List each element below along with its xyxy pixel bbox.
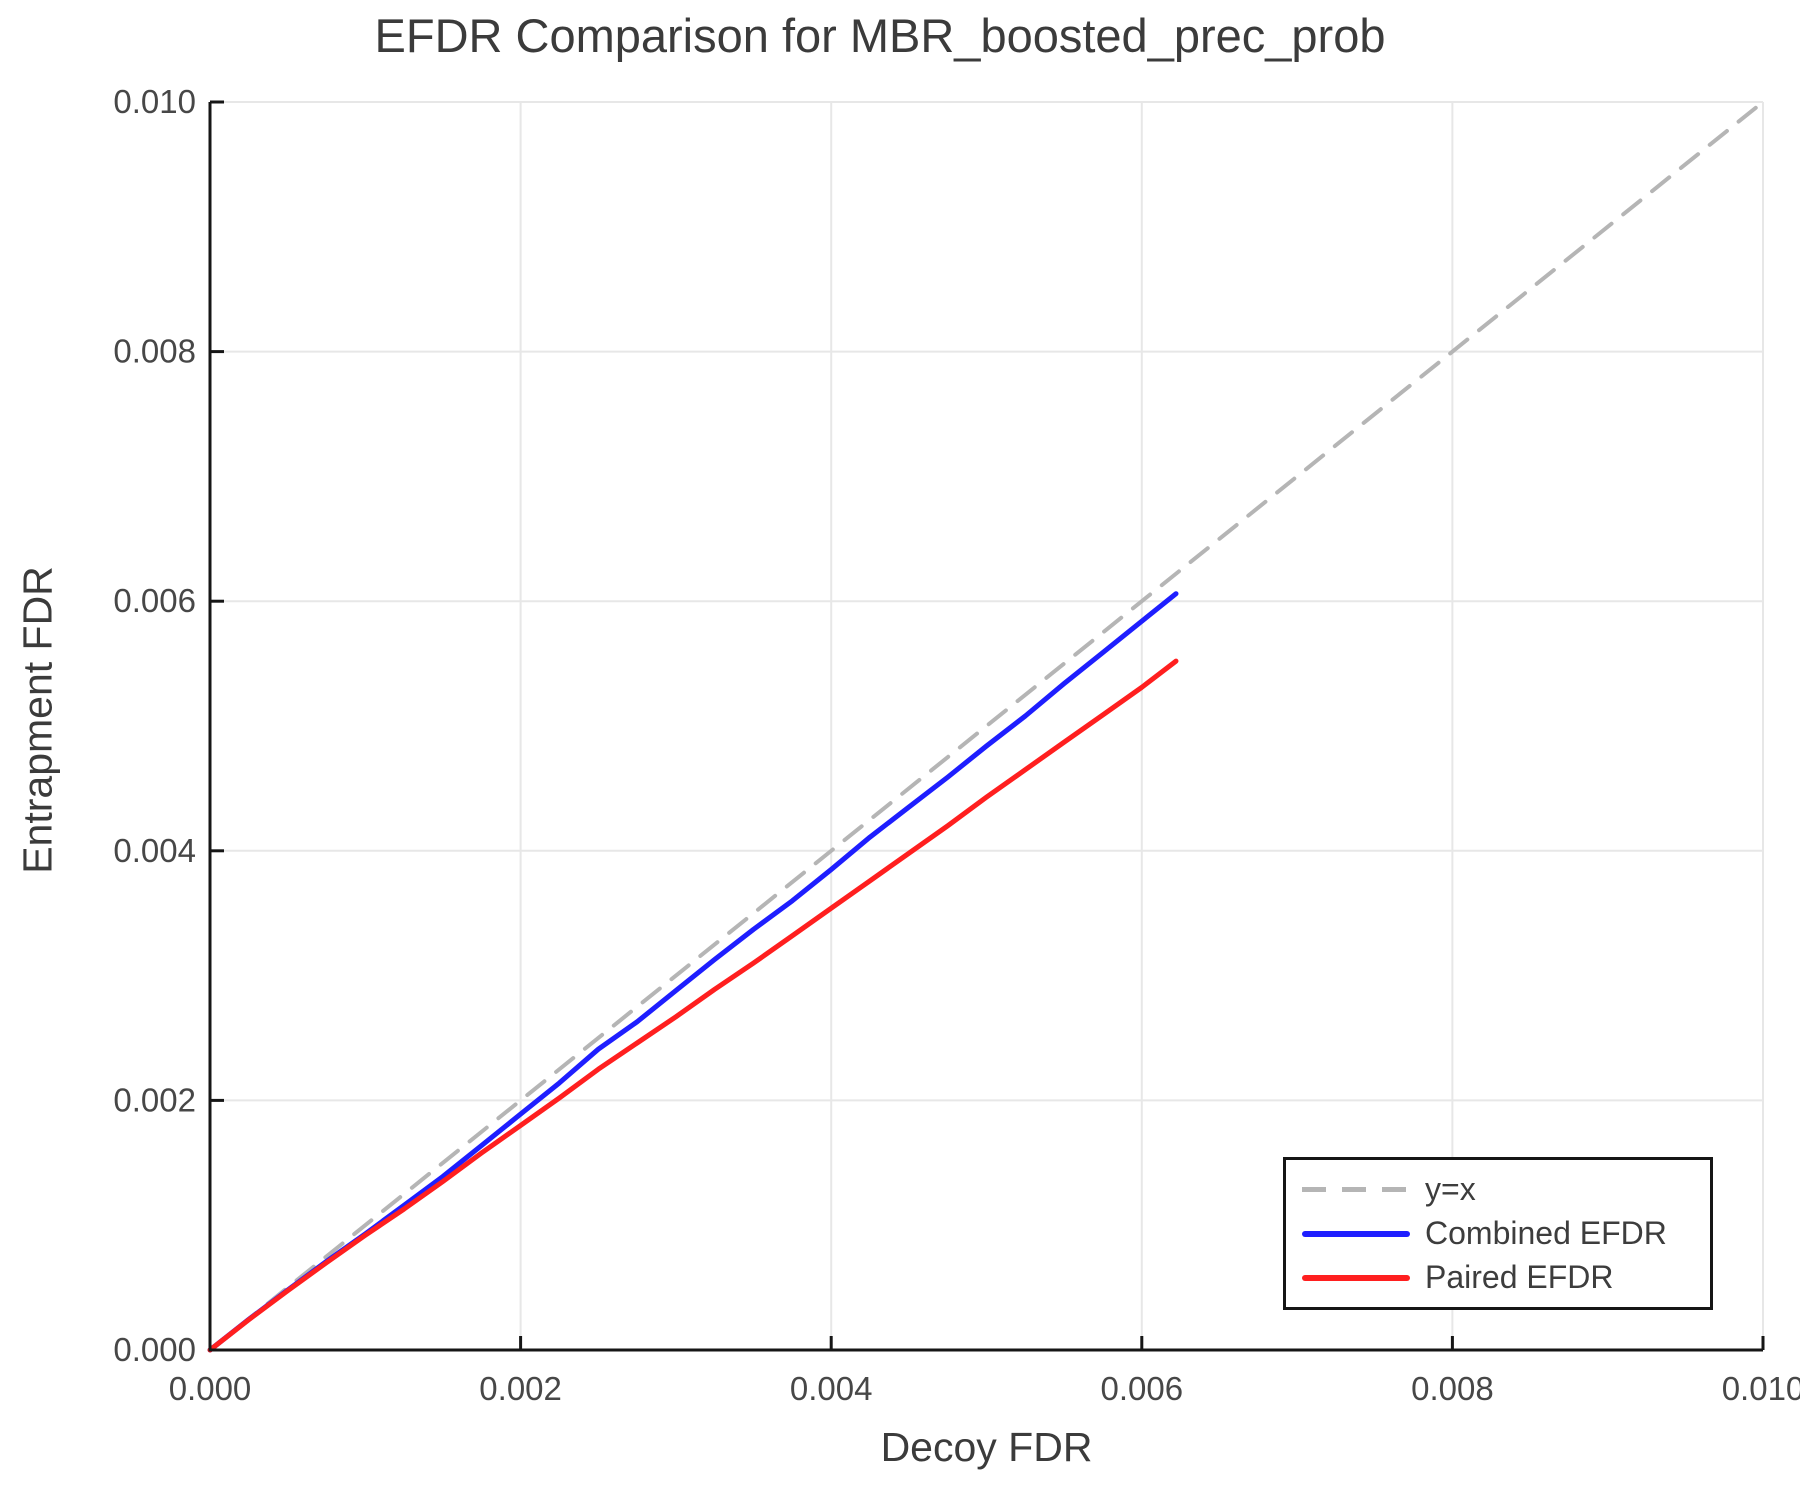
legend-line-sample-dashed [1302,1187,1410,1192]
data-series [207,100,1765,1353]
chart-title: EFDR Comparison for MBR_boosted_prec_pro… [374,9,1386,62]
legend-label: y=x [1425,1170,1476,1207]
y-tick-label: 0.004 [113,832,196,869]
y-tick-label: 0.006 [113,582,196,619]
legend-line-sample-blue [1302,1230,1410,1237]
series-line-y-x [208,100,1765,1352]
legend-line-sample-red [1302,1274,1410,1281]
y-axis-label: Entrapment FDR [14,566,61,874]
tick-labels: 0.000 0.002 0.004 0.006 0.008 0.010 0.000 0.002… [113,83,1800,1407]
y-tick-label: 0.010 [113,83,196,120]
x-tick-label: 0.010 [1722,1370,1800,1407]
axes [208,100,1765,1352]
x-tick-label: 0.006 [1101,1370,1184,1407]
x-axis-label: Decoy FDR [880,1424,1093,1470]
legend-item-paired-efdr: Paired EFDR [1302,1259,1700,1297]
y-tick-label: 0.000 [113,1331,196,1368]
series-line-paired-efdr [207,658,1179,1353]
legend-item-combined-efdr: Combined EFDR [1302,1215,1700,1253]
y-tick-label: 0.008 [113,333,196,370]
x-tick-label: 0.008 [1411,1370,1494,1407]
legend-label: Paired EFDR [1425,1258,1614,1295]
series-line-combined-efdr [207,591,1179,1353]
y-tick-label: 0.002 [113,1081,196,1118]
x-tick-label: 0.002 [479,1370,562,1407]
x-tick-label: 0.000 [169,1370,252,1407]
legend-label: Combined EFDR [1425,1214,1667,1251]
legend: y=x Combined EFDR Paired EFDR [1283,1157,1713,1310]
legend-item-yx: y=x [1302,1171,1700,1209]
x-tick-label: 0.004 [790,1370,873,1407]
